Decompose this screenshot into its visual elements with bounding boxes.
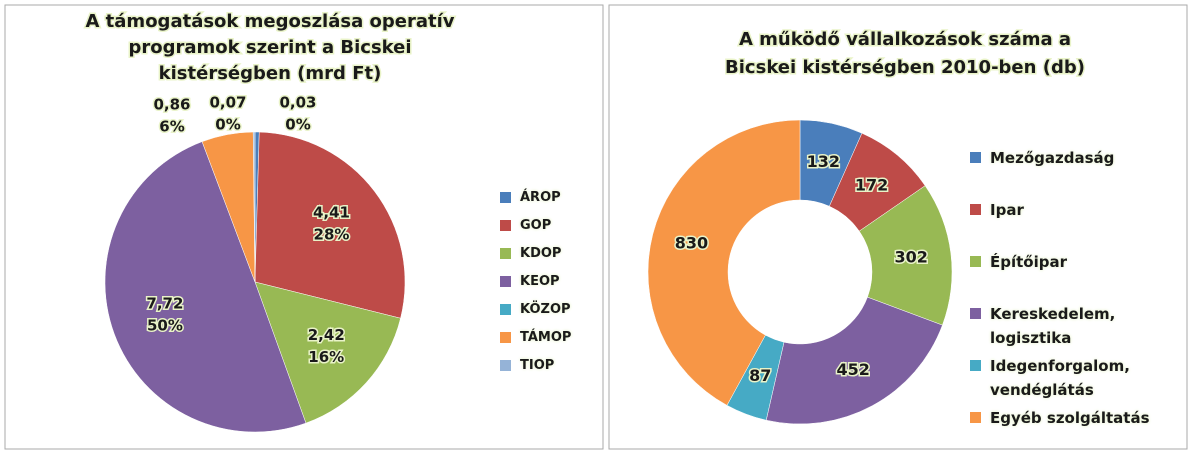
- legend-swatch: [500, 360, 511, 371]
- legend-label: TÁMOP: [520, 330, 572, 345]
- legend-item: ÁROP: [500, 186, 610, 210]
- legend-swatch: [500, 276, 511, 287]
- percent-label: 28%: [314, 225, 350, 243]
- legend-item: GOP: [500, 214, 610, 238]
- legend-swatch: [970, 204, 981, 215]
- legend-swatch: [500, 332, 511, 343]
- legend-swatch: [500, 220, 511, 231]
- data-label: 2,42: [308, 326, 345, 344]
- legend-swatch: [970, 412, 981, 423]
- percent-label: 50%: [147, 317, 183, 335]
- legend-swatch: [500, 304, 511, 315]
- legend-item: TIOP: [500, 354, 610, 378]
- legend-item: Mezőgazdaság: [970, 146, 1155, 170]
- data-label: 4,41: [313, 203, 350, 221]
- legend-item: Egyéb szolgáltatás: [970, 406, 1155, 430]
- legend-item: TÁMOP: [500, 326, 610, 350]
- legend-item: Építőipar: [970, 250, 1155, 274]
- percent-label: 0%: [285, 116, 310, 134]
- data-label: 0,07: [209, 94, 246, 112]
- legend-swatch: [500, 192, 511, 203]
- legend-label: Ipar: [990, 201, 1024, 219]
- legend-swatch: [970, 256, 981, 267]
- legend-label: Egyéb szolgáltatás: [990, 409, 1150, 427]
- data-label: 132: [807, 152, 840, 171]
- legend-item: KÖZOP: [500, 298, 610, 322]
- slice: [765, 296, 943, 425]
- data-label: 452: [836, 360, 869, 379]
- legend-swatch: [970, 152, 981, 163]
- legend-label: Kereskedelem, logisztika: [990, 305, 1116, 347]
- data-label: 87: [749, 366, 771, 385]
- data-label: 172: [855, 175, 888, 194]
- legend-label: GOP: [520, 218, 552, 233]
- slice: [254, 281, 401, 424]
- slice: [104, 141, 307, 433]
- data-label: 0,86: [153, 96, 190, 114]
- data-label: 0,03: [279, 94, 316, 112]
- slice: [858, 185, 953, 326]
- data-label: 830: [675, 234, 708, 253]
- chart-title: kistérségben (mrd Ft): [159, 63, 382, 84]
- chart-title: A támogatások megoszlása operatív: [85, 11, 454, 32]
- legend-swatch: [970, 360, 981, 371]
- legend-item: Kereskedelem, logisztika: [970, 302, 1155, 350]
- legend-label: ÁROP: [520, 190, 561, 205]
- legend-label: KÖZOP: [520, 302, 571, 317]
- chart-title: A működő vállalkozások száma a: [739, 29, 1071, 50]
- chart-title: Bicskei kistérségben 2010-ben (db): [725, 57, 1085, 78]
- percent-label: 6%: [159, 118, 184, 136]
- legend-label: Idegenforgalom, vendéglátás: [990, 357, 1130, 399]
- percent-label: 16%: [308, 348, 344, 366]
- legend-item: Ipar: [970, 198, 1155, 222]
- legend-label: Építőipar: [990, 253, 1067, 271]
- legend-swatch: [500, 248, 511, 259]
- legend-label: KEOP: [520, 274, 560, 289]
- slice: [647, 119, 801, 406]
- legend-label: KDOP: [520, 246, 562, 261]
- chart-title: programok szerint a Bicskei: [128, 37, 411, 58]
- percent-label: 0%: [215, 116, 240, 134]
- slice: [254, 131, 406, 319]
- legend-item: KDOP: [500, 242, 610, 266]
- legend-item: Idegenforgalom, vendéglátás: [970, 354, 1155, 402]
- legend-label: TIOP: [520, 358, 555, 373]
- slice: [252, 131, 256, 283]
- legend-label: Mezőgazdaság: [990, 149, 1115, 167]
- legend-swatch: [970, 308, 981, 319]
- data-label: 7,72: [146, 295, 183, 313]
- legend-item: KEOP: [500, 270, 610, 294]
- data-label: 302: [894, 248, 927, 267]
